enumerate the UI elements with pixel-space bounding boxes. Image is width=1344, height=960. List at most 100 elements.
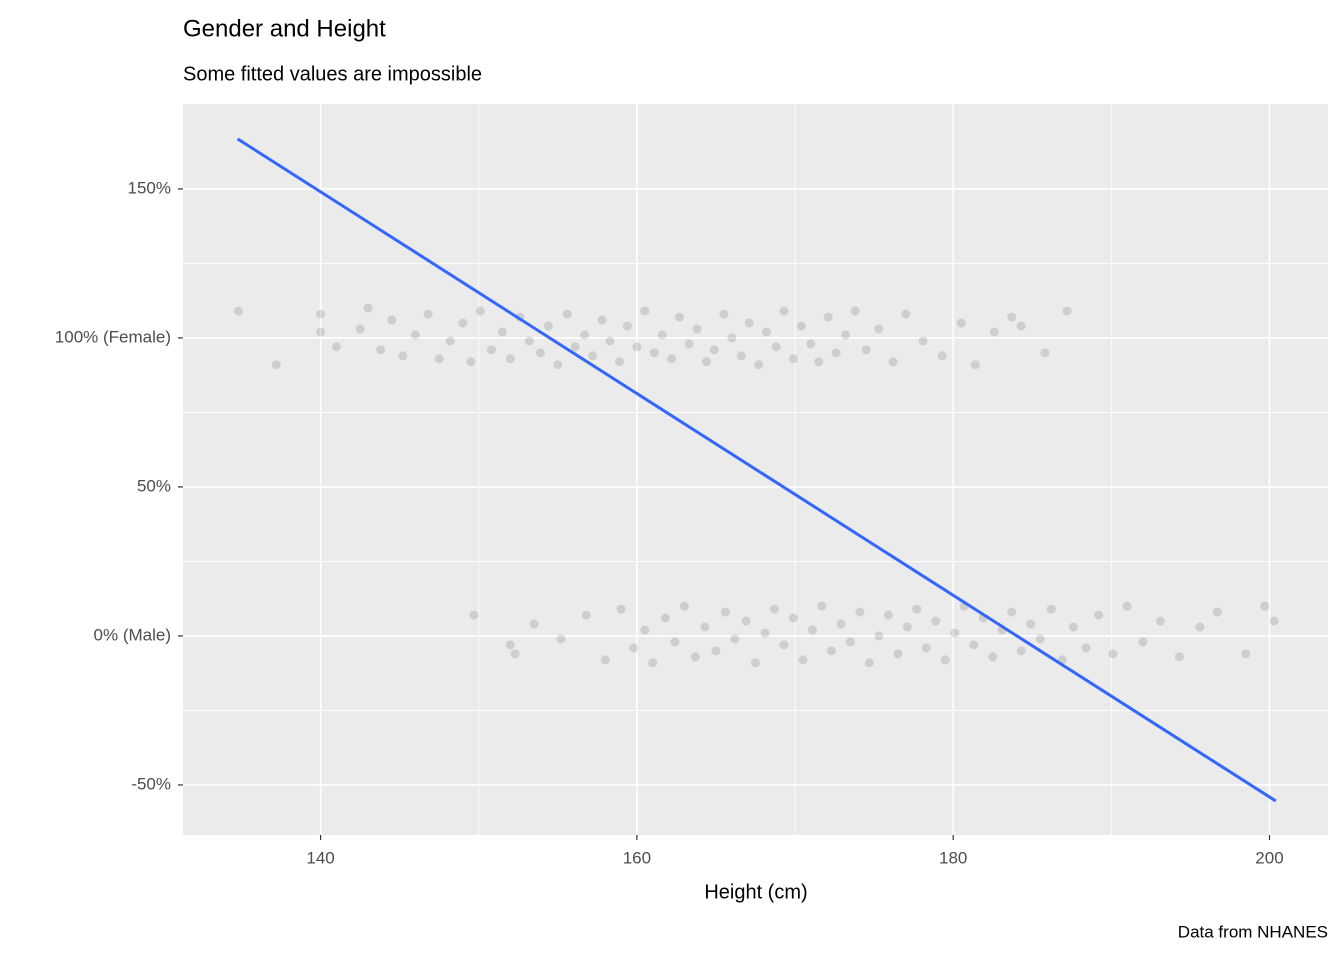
point [970, 360, 980, 370]
point [744, 318, 754, 328]
point [701, 357, 711, 367]
point [779, 640, 789, 650]
point [556, 634, 566, 644]
point [1122, 601, 1132, 611]
point [1241, 649, 1251, 659]
grid [183, 104, 1328, 835]
x-tick-label: 140 [306, 848, 334, 867]
point [316, 309, 326, 319]
point [771, 342, 781, 352]
point [535, 348, 545, 358]
y-tick-label: -50% [131, 774, 171, 793]
point [434, 354, 444, 364]
point [355, 324, 365, 334]
point [1108, 649, 1118, 659]
point [684, 339, 694, 349]
y-tick-label: 100% (Female) [55, 327, 171, 346]
y-tick-label: 150% [128, 178, 171, 197]
point [667, 354, 677, 364]
point [622, 321, 632, 331]
point [510, 649, 520, 659]
point [1212, 607, 1222, 617]
point [730, 634, 740, 644]
point [649, 348, 659, 358]
x-tick-label: 160 [623, 848, 651, 867]
point [331, 342, 341, 352]
point [445, 336, 455, 346]
point [233, 306, 243, 316]
point [1016, 321, 1026, 331]
point [1007, 607, 1017, 617]
point [605, 336, 615, 346]
point [562, 309, 572, 319]
point [845, 637, 855, 647]
point [760, 628, 770, 638]
point [1016, 646, 1026, 656]
chart-subtitle: Some fitted values are impossible [183, 63, 482, 85]
point [823, 312, 833, 322]
point [398, 351, 408, 361]
point [727, 333, 737, 343]
point [581, 610, 591, 620]
point [690, 652, 700, 662]
point [788, 354, 798, 364]
point [788, 613, 798, 623]
point [711, 646, 721, 656]
point [1081, 643, 1091, 653]
point [1174, 652, 1184, 662]
marks [233, 137, 1279, 803]
point [1138, 637, 1148, 647]
point [1269, 616, 1279, 626]
point [505, 354, 515, 364]
point [363, 303, 373, 313]
point [826, 646, 836, 656]
point [796, 321, 806, 331]
point [679, 601, 689, 611]
point [1155, 616, 1165, 626]
point [529, 619, 539, 629]
point [841, 330, 851, 340]
point [762, 327, 772, 337]
point [940, 655, 950, 665]
point [937, 351, 947, 361]
point [754, 360, 764, 370]
point [1195, 622, 1205, 632]
point [806, 339, 816, 349]
point [912, 604, 922, 614]
point [989, 327, 999, 337]
point [1026, 619, 1036, 629]
x-tick-label: 180 [939, 848, 967, 867]
x-tick-label: 200 [1255, 848, 1283, 867]
point [902, 622, 912, 632]
point [423, 309, 433, 319]
point [855, 607, 865, 617]
point [387, 315, 397, 325]
point [616, 604, 626, 614]
point [779, 306, 789, 316]
point [831, 348, 841, 358]
fitted-line [236, 137, 1277, 803]
point [736, 351, 746, 361]
point [1035, 634, 1045, 644]
point [817, 601, 827, 611]
point [769, 604, 779, 614]
point [640, 306, 650, 316]
point [814, 357, 824, 367]
point [700, 622, 710, 632]
point [1062, 306, 1072, 316]
point [1046, 604, 1056, 614]
point [864, 658, 874, 668]
point [1040, 348, 1050, 358]
point [921, 643, 931, 653]
point [874, 324, 884, 334]
point [918, 336, 928, 346]
point [751, 658, 760, 668]
point [883, 610, 893, 620]
point [475, 306, 485, 316]
point [670, 637, 680, 647]
point [798, 655, 808, 665]
point [316, 327, 326, 337]
point [1007, 312, 1017, 322]
point [988, 652, 998, 662]
